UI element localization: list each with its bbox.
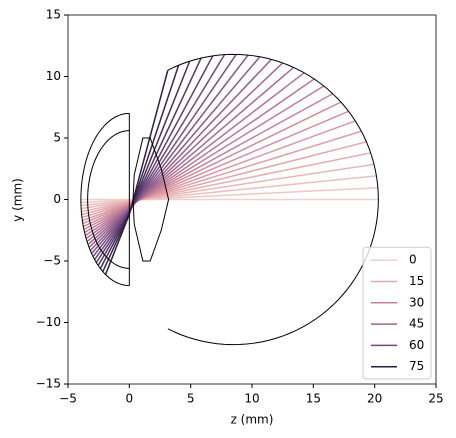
y-axis-label: y (mm) — [11, 178, 25, 222]
y-tick-label: −10 — [36, 315, 61, 329]
x-tick-label: 5 — [187, 392, 195, 406]
y-tick-label: 5 — [53, 131, 61, 145]
legend-label: 15 — [409, 274, 424, 288]
y-tick-label: 10 — [46, 69, 61, 83]
outline — [167, 53, 379, 346]
x-tick-label: 25 — [428, 392, 443, 406]
legend-label: 60 — [409, 338, 424, 352]
y-tick-label: −15 — [36, 377, 61, 391]
x-tick-label: 20 — [367, 392, 382, 406]
y-tick-label: 15 — [46, 8, 61, 22]
y-tick-label: −5 — [43, 254, 61, 268]
outline — [87, 130, 130, 269]
outline — [80, 112, 130, 287]
legend-label: 30 — [409, 295, 424, 309]
x-axis-label: z (mm) — [231, 413, 274, 427]
outline — [132, 137, 170, 262]
x-tick-label: 0 — [126, 392, 134, 406]
legend: 0 15 30 45 60 75 — [362, 246, 432, 380]
y-tick-label: 0 — [53, 192, 61, 206]
x-tick-label: −5 — [59, 392, 77, 406]
legend-label: 0 — [409, 253, 417, 267]
legend-label: 75 — [409, 359, 424, 373]
x-tick-label: 15 — [306, 392, 321, 406]
legend-label: 45 — [409, 317, 424, 331]
x-tick-label: 10 — [244, 392, 259, 406]
